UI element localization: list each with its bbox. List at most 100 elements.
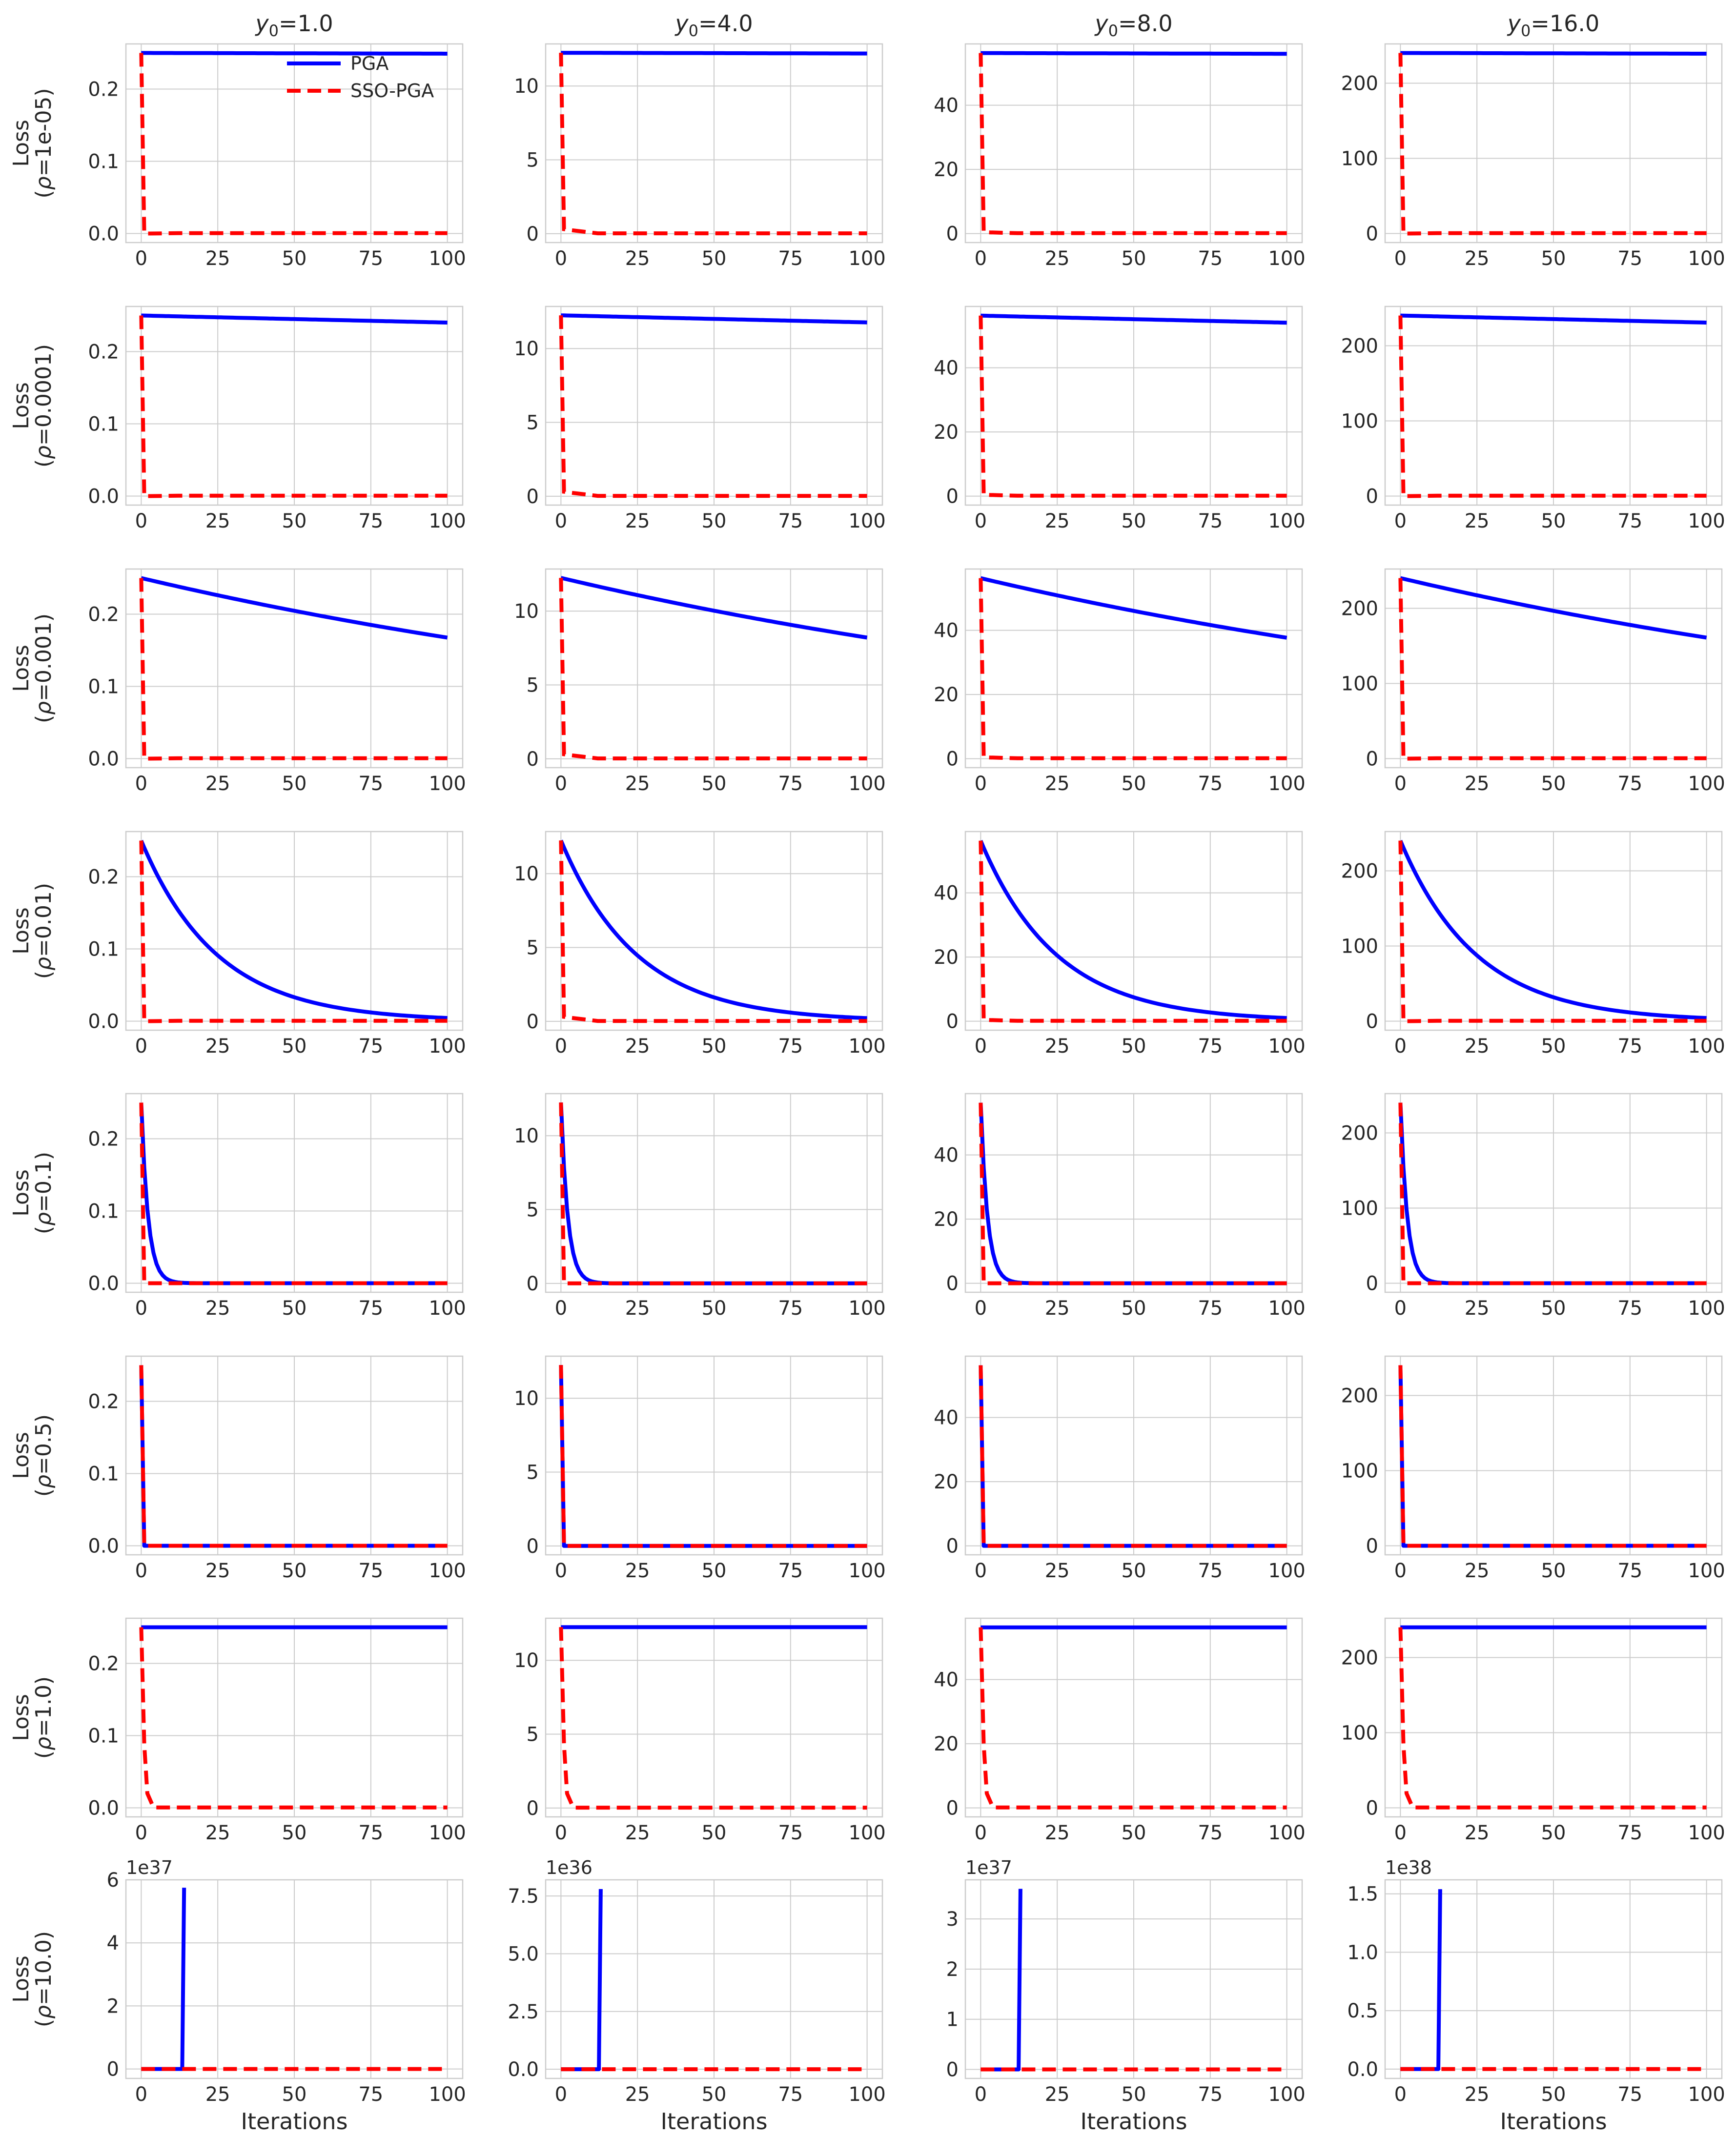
x-tick-label: 100 <box>429 247 466 270</box>
sso-pga-line <box>559 1627 867 1810</box>
ylabel-rho-value: =1e-05) <box>31 88 56 176</box>
column-title: y0=1.0 <box>254 10 333 40</box>
column-title-var: y <box>254 10 269 37</box>
y-tick-label: 1 <box>946 2009 959 2031</box>
x-tick-label: 25 <box>625 1297 650 1320</box>
x-tick-label: 50 <box>282 1822 307 1844</box>
x-tick-label: 0 <box>135 1297 147 1320</box>
x-tick-label: 0 <box>1394 1035 1407 1058</box>
y-tick-label: 20 <box>934 1208 959 1231</box>
y-tick-label: 200 <box>1341 860 1378 883</box>
x-tick-label: 50 <box>1541 773 1566 795</box>
x-tick-label: 75 <box>1617 1822 1642 1844</box>
sso-pga-line <box>139 840 448 1023</box>
x-tick-label: 75 <box>1617 1297 1642 1320</box>
x-tick-label: 75 <box>1617 2083 1642 2106</box>
ylabel-loss: Loss <box>9 1432 34 1479</box>
y-tick-label: 0 <box>107 2058 119 2081</box>
y-tick-label: 0.5 <box>1347 2000 1378 2022</box>
pga-line <box>1400 1889 1442 2071</box>
x-tick-label: 50 <box>282 1560 307 1582</box>
y-tick-label: 4 <box>107 1932 119 1954</box>
ylabel-rho-symbol: ρ <box>31 1737 56 1750</box>
y-tick-label: 10 <box>514 600 539 623</box>
axes-frame <box>545 831 883 1031</box>
x-tick-label: 0 <box>555 1035 567 1058</box>
x-tick-label: 100 <box>429 1297 466 1320</box>
ylabel-rho-value: =0.5) <box>31 1414 56 1475</box>
x-tick-label: 75 <box>1198 2083 1223 2106</box>
x-tick-label: 25 <box>1045 773 1070 795</box>
x-tick-label: 75 <box>358 773 383 795</box>
x-tick-label: 25 <box>205 1297 230 1320</box>
subplot: 0 25 50 75 100 0 20 40 <box>934 1617 1306 1844</box>
y-tick-label: 100 <box>1341 148 1378 170</box>
y-tick-label: 100 <box>1341 1722 1378 1745</box>
row-ylabel: Loss(ρ=10.0) <box>9 1931 56 2027</box>
y-tick-label: 6 <box>107 1869 119 1892</box>
subplot: 0 25 50 75 100 0 20 40 <box>934 43 1306 270</box>
x-axis-label: Iterations <box>1500 2108 1607 2135</box>
x-tick-label: 25 <box>1045 1822 1070 1844</box>
axes-frame <box>964 568 1303 769</box>
x-tick-label: 25 <box>625 510 650 532</box>
column-title-var: y <box>1094 10 1108 37</box>
x-tick-label: 100 <box>1268 510 1305 532</box>
x-tick-label: 50 <box>702 510 727 532</box>
x-tick-label: 0 <box>135 2083 147 2106</box>
x-tick-label: 100 <box>1688 2083 1725 2106</box>
x-tick-label: 25 <box>1045 1297 1070 1320</box>
y-tick-label: 200 <box>1341 1122 1378 1145</box>
y-tick-label: 0.2 <box>88 79 119 101</box>
y-tick-label: 0 <box>1366 1535 1378 1558</box>
y-tick-label: 10 <box>514 75 539 98</box>
y-tick-label: 40 <box>934 1144 959 1167</box>
sso-pga-line <box>559 315 867 498</box>
pga-line <box>1400 313 1707 325</box>
x-tick-label: 100 <box>1688 510 1725 532</box>
x-tick-label: 100 <box>848 1560 885 1582</box>
subplot: 0 25 50 75 100 0.0 0.1 0.2 <box>88 568 466 795</box>
x-tick-label: 0 <box>555 1297 567 1320</box>
x-tick-label: 50 <box>1122 1560 1146 1582</box>
x-tick-label: 100 <box>429 773 466 795</box>
x-axis-label: Iterations <box>241 2108 347 2135</box>
x-tick-label: 0 <box>555 510 567 532</box>
ylabel-rho-symbol: ρ <box>31 701 56 715</box>
legend: PGA SSO-PGA <box>287 53 434 102</box>
x-tick-label: 0 <box>135 510 147 532</box>
x-tick-label: 50 <box>1541 510 1566 532</box>
y-tick-label: 0 <box>527 223 539 245</box>
x-tick-label: 50 <box>702 1560 727 1582</box>
y-tick-label: 0.2 <box>88 866 119 889</box>
y-tick-label: 0.1 <box>88 1725 119 1748</box>
y-tick-label: 0.2 <box>88 604 119 626</box>
column-title-value: =4.0 <box>698 10 753 37</box>
x-tick-label: 100 <box>1268 247 1305 270</box>
x-tick-label: 50 <box>282 247 307 270</box>
sso-pga-line <box>979 578 1287 760</box>
axes-frame <box>964 831 1303 1031</box>
x-tick-label: 75 <box>1198 1035 1223 1058</box>
x-tick-label: 0 <box>135 1560 147 1582</box>
sso-pga-line <box>979 840 1287 1023</box>
y-tick-label: 200 <box>1341 1647 1378 1669</box>
x-tick-label: 50 <box>1541 1560 1566 1582</box>
y-tick-label: 0.1 <box>88 151 119 173</box>
ylabel-rho-value: =0.01) <box>31 883 56 957</box>
x-tick-label: 50 <box>1122 1822 1146 1844</box>
y-tick-label: 0 <box>1366 223 1378 245</box>
axes-frame <box>125 1093 464 1293</box>
ylabel-rho-value: =0.0001) <box>31 344 56 446</box>
x-tick-label: 0 <box>555 773 567 795</box>
subplot: 0 25 50 75 100 0 5 10 <box>514 1355 886 1582</box>
axes-frame <box>545 1617 883 1818</box>
x-tick-label: 0 <box>975 247 987 270</box>
axes-frame <box>125 831 464 1031</box>
x-tick-label: 50 <box>702 1822 727 1844</box>
x-tick-label: 100 <box>1268 1297 1305 1320</box>
pga-line <box>561 313 867 325</box>
x-tick-label: 0 <box>1394 1822 1407 1844</box>
ylabel-loss: Loss <box>9 382 34 429</box>
axes-frame <box>964 1617 1303 1818</box>
